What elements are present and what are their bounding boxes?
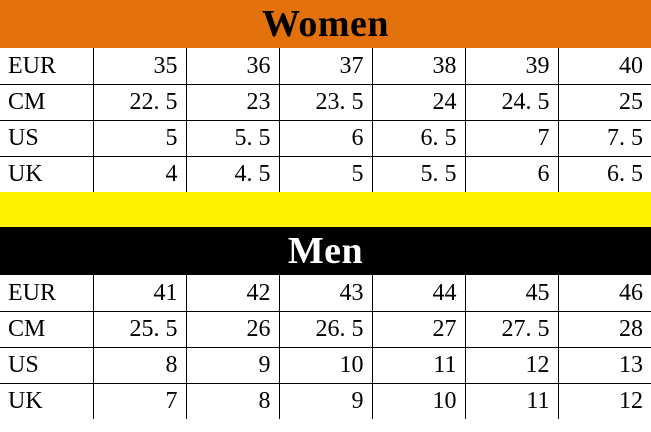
cell-value: 6 bbox=[278, 119, 373, 157]
cell-value: 9 bbox=[278, 382, 373, 419]
cell-value: 8 bbox=[92, 346, 187, 384]
cell-value: 46 bbox=[557, 275, 651, 312]
row-label-uk: UK bbox=[0, 155, 94, 192]
cell-value: 6. 5 bbox=[371, 119, 466, 157]
cell-value: 5 bbox=[92, 119, 187, 157]
cell-value: 10 bbox=[278, 346, 373, 384]
table-row: CM 22. 5 23 23. 5 24 24. 5 25 bbox=[0, 83, 651, 121]
table-row: CM 25. 5 26 26. 5 27 27. 5 28 bbox=[0, 310, 651, 348]
cell-value: 36 bbox=[185, 48, 280, 85]
cell-value: 12 bbox=[464, 346, 559, 384]
row-label-uk: UK bbox=[0, 382, 94, 419]
row-label-eur: EUR bbox=[0, 275, 94, 312]
cell-value: 23 bbox=[185, 83, 280, 121]
cell-value: 27. 5 bbox=[464, 310, 559, 348]
cell-value: 23. 5 bbox=[278, 83, 373, 121]
cell-value: 6. 5 bbox=[557, 155, 651, 192]
row-label-us: US bbox=[0, 346, 94, 384]
table-row: UK 4 4. 5 5 5. 5 6 6. 5 bbox=[0, 155, 651, 192]
cell-value: 4. 5 bbox=[185, 155, 280, 192]
row-label-eur: EUR bbox=[0, 48, 94, 85]
table-row: EUR 41 42 43 44 45 46 bbox=[0, 275, 651, 312]
cell-value: 40 bbox=[557, 48, 651, 85]
cell-value: 9 bbox=[185, 346, 280, 384]
men-size-table: EUR 41 42 43 44 45 46 CM 25. 5 26 26. 5 … bbox=[0, 275, 651, 419]
women-section-banner: Women bbox=[0, 0, 651, 48]
cell-value: 41 bbox=[92, 275, 187, 312]
women-section-title: Women bbox=[261, 3, 390, 45]
table-row: UK 7 8 9 10 11 12 bbox=[0, 382, 651, 419]
men-section-title: Men bbox=[287, 230, 364, 272]
cell-value: 5. 5 bbox=[185, 119, 280, 157]
women-table-body: EUR 35 36 37 38 39 40 CM 22. 5 23 23. 5 … bbox=[0, 48, 651, 192]
cell-value: 4 bbox=[92, 155, 187, 192]
section-divider-band bbox=[0, 192, 651, 227]
table-row: US 8 9 10 11 12 13 bbox=[0, 346, 651, 384]
cell-value: 24. 5 bbox=[464, 83, 559, 121]
men-section-banner: Men bbox=[0, 227, 651, 275]
cell-value: 7. 5 bbox=[557, 119, 651, 157]
cell-value: 11 bbox=[371, 346, 466, 384]
cell-value: 13 bbox=[557, 346, 651, 384]
cell-value: 39 bbox=[464, 48, 559, 85]
cell-value: 45 bbox=[464, 275, 559, 312]
women-size-table: EUR 35 36 37 38 39 40 CM 22. 5 23 23. 5 … bbox=[0, 48, 651, 192]
table-row: US 5 5. 5 6 6. 5 7 7. 5 bbox=[0, 119, 651, 157]
cell-value: 26. 5 bbox=[278, 310, 373, 348]
cell-value: 26 bbox=[185, 310, 280, 348]
cell-value: 24 bbox=[371, 83, 466, 121]
cell-value: 28 bbox=[557, 310, 651, 348]
cell-value: 22. 5 bbox=[92, 83, 187, 121]
cell-value: 8 bbox=[185, 382, 280, 419]
cell-value: 42 bbox=[185, 275, 280, 312]
cell-value: 12 bbox=[557, 382, 651, 419]
cell-value: 5. 5 bbox=[371, 155, 466, 192]
men-table-body: EUR 41 42 43 44 45 46 CM 25. 5 26 26. 5 … bbox=[0, 275, 651, 419]
cell-value: 7 bbox=[464, 119, 559, 157]
row-label-cm: CM bbox=[0, 310, 94, 348]
cell-value: 43 bbox=[278, 275, 373, 312]
row-label-cm: CM bbox=[0, 83, 94, 121]
cell-value: 5 bbox=[278, 155, 373, 192]
cell-value: 38 bbox=[371, 48, 466, 85]
cell-value: 27 bbox=[371, 310, 466, 348]
cell-value: 6 bbox=[464, 155, 559, 192]
cell-value: 25. 5 bbox=[92, 310, 187, 348]
table-row: EUR 35 36 37 38 39 40 bbox=[0, 48, 651, 85]
cell-value: 7 bbox=[92, 382, 187, 419]
cell-value: 44 bbox=[371, 275, 466, 312]
cell-value: 35 bbox=[92, 48, 187, 85]
cell-value: 11 bbox=[464, 382, 559, 419]
row-label-us: US bbox=[0, 119, 94, 157]
cell-value: 10 bbox=[371, 382, 466, 419]
cell-value: 25 bbox=[557, 83, 651, 121]
cell-value: 37 bbox=[278, 48, 373, 85]
